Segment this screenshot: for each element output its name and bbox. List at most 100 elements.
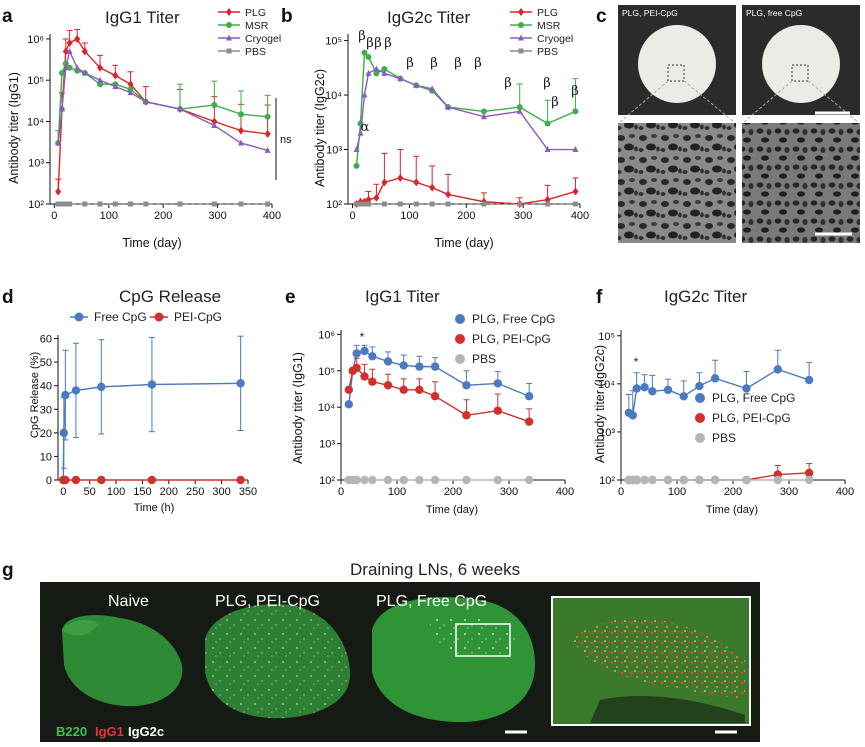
x-tick-label-f: 100 [668, 486, 686, 498]
data-point [413, 81, 420, 88]
panel-f-letter: f [596, 287, 603, 308]
panel-e-ylabel: Antibody titer (IgG1) [291, 352, 305, 464]
legend-label: PLG, PEI-CpG [712, 411, 791, 425]
y-tick-label-a: 10² [28, 199, 44, 211]
legend-marker [455, 354, 465, 364]
data-point [211, 102, 218, 109]
legend-label: PLG, Free CpG [712, 391, 795, 405]
data-point [58, 69, 65, 76]
beta-annotation: β [358, 29, 366, 44]
data-point [516, 104, 523, 111]
y-tick-label-f: 10³ [599, 427, 615, 439]
x-tick-label-a: 100 [100, 210, 118, 222]
x-tick-label-f: 300 [780, 486, 798, 498]
data-point [361, 201, 367, 207]
micro-label-plg-free: PLG, Free CpG [376, 593, 487, 610]
beta-annotation: β [454, 56, 462, 71]
x-tick-label-d: 350 [239, 486, 257, 498]
data-point [640, 383, 649, 392]
data-point [237, 126, 244, 135]
legend-marker [518, 22, 524, 28]
x-tick-label-e: 400 [556, 486, 574, 498]
x-tick-label-e: 200 [444, 486, 462, 498]
stain-igg1: IgG1 [95, 724, 124, 739]
legend-label: MSR [537, 20, 561, 32]
data-point [415, 362, 424, 371]
x-tick-label-d: 200 [160, 486, 178, 498]
legend-marker [226, 22, 232, 28]
data-point [344, 400, 354, 409]
data-point [524, 417, 534, 426]
data-point [445, 201, 451, 207]
series-d-0 [59, 335, 245, 485]
data-point [97, 475, 106, 485]
data-point [462, 381, 471, 390]
y-tick-label-f: 10⁴ [598, 379, 615, 391]
data-point [544, 146, 551, 153]
y-tick-label-a: 10³ [28, 158, 44, 170]
series-b-2 [353, 65, 579, 153]
data-point [695, 381, 704, 391]
stain-igg2c: IgG2c [128, 724, 164, 739]
data-point [112, 201, 118, 207]
data-point [61, 390, 70, 400]
data-point [710, 374, 720, 383]
micro-label-plg-pei: PLG, PEI-CpG [215, 593, 320, 610]
data-point [236, 379, 245, 388]
zoom-box-left [667, 64, 685, 82]
data-point [354, 201, 360, 207]
data-point [413, 201, 419, 207]
x-tick-label-f: 400 [836, 486, 854, 498]
data-point [804, 468, 814, 478]
legend-label: MSR [245, 20, 269, 32]
x-tick-label-a: 400 [263, 210, 281, 222]
x-tick-label-b: 400 [571, 210, 589, 222]
y-tick-label-d: 0 [46, 475, 52, 487]
data-point [211, 201, 217, 207]
data-point [481, 201, 487, 207]
series-line [57, 49, 268, 151]
data-point [804, 375, 814, 385]
y-tick-label-d: 30 [40, 404, 52, 416]
legend-label: Cryogel [537, 33, 573, 45]
data-point [399, 475, 408, 485]
data-point [429, 183, 436, 192]
beta-annotation: β [543, 76, 551, 91]
data-point [368, 475, 377, 485]
data-point [357, 129, 364, 136]
series-line [355, 68, 576, 151]
panel-d-title: CpG Release [119, 287, 221, 306]
panel-b-letter: b [281, 6, 293, 27]
beta-annotation: β [551, 95, 559, 110]
data-point [59, 428, 69, 438]
panel-b-xlabel: Time (day) [434, 236, 493, 250]
data-point [143, 201, 149, 207]
data-point [55, 201, 61, 207]
data-point [352, 349, 361, 358]
legend-label: PBS [245, 46, 266, 58]
chart-a: 0 100 200 300 400 10² 10³ 10⁴ 10⁵ 10⁶ PLGMSRCryoge… [27, 7, 292, 222]
beta-annotation: β [504, 76, 512, 91]
data-point [128, 201, 134, 207]
data-point [58, 105, 65, 112]
x-tick-label-b: 0 [349, 210, 355, 222]
data-point [462, 411, 471, 420]
data-point [71, 386, 81, 395]
data-point [61, 475, 70, 485]
beta-annotation: β [374, 36, 382, 51]
data-point [97, 76, 104, 83]
beta-annotation: β [406, 56, 414, 71]
panel-g-micrographs: Naive PLG, PEI-CpG PLG, Free CpG B220 Ig… [40, 582, 760, 742]
data-point [429, 85, 436, 92]
data-point [399, 385, 408, 395]
y-tick-label-e: 10⁴ [318, 402, 335, 414]
significance-star: * [634, 355, 639, 369]
chart-d: 0 50 100 150 200 250 300 350 0 10 20 30 40 50 60 Free C… [40, 310, 257, 498]
data-point [97, 63, 104, 72]
panel-a-letter: a [2, 6, 13, 27]
data-point [517, 201, 523, 207]
legend-marker [695, 433, 705, 443]
data-point [648, 387, 657, 396]
x-tick-label-b: 200 [457, 210, 475, 222]
